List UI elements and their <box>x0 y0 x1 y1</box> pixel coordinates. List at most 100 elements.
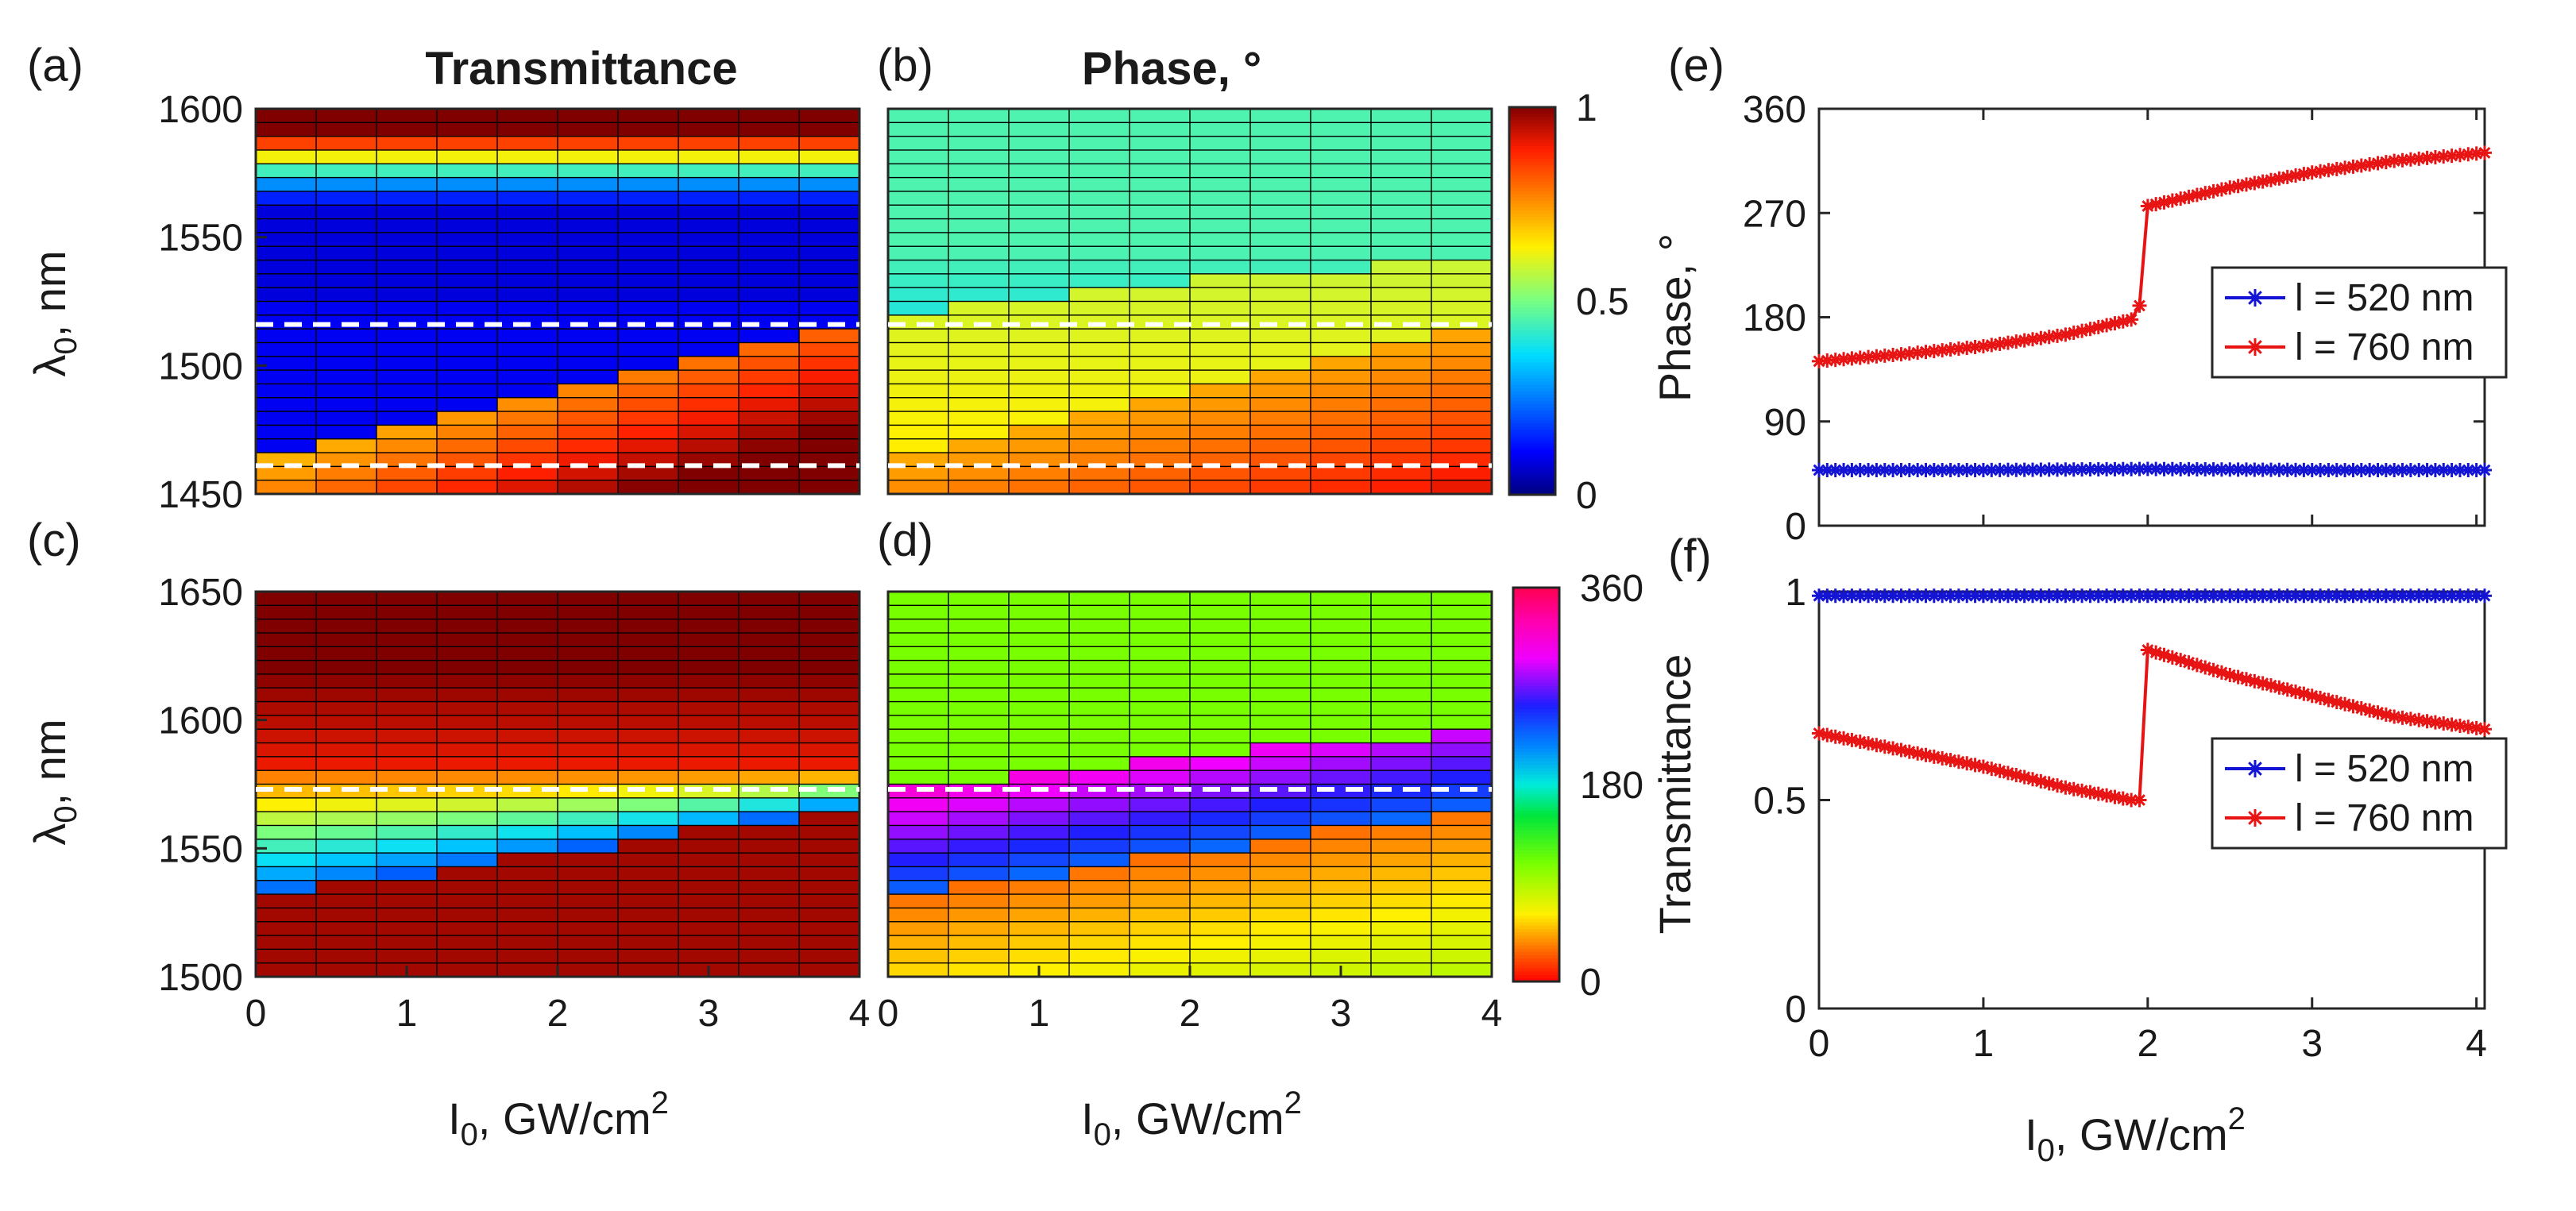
series-marker <box>1951 754 1966 769</box>
heatmap-cell <box>1431 591 1493 607</box>
heatmap-cell <box>948 135 1010 152</box>
series-marker <box>2165 588 2180 604</box>
colorbar-band <box>1509 268 1555 273</box>
colorbar-band <box>1509 449 1555 454</box>
colorbar-band <box>1513 939 1559 943</box>
heatmap-cell <box>798 465 861 481</box>
heatmap-cell <box>1129 397 1191 413</box>
series-marker <box>1812 588 1826 604</box>
panel-label-f: (f) <box>1668 530 1712 582</box>
heatmap-cell <box>1431 163 1493 179</box>
heatmap-cell <box>1068 866 1131 881</box>
series-marker <box>2280 682 2295 697</box>
heatmap-cell <box>948 893 1010 909</box>
heatmap-cell <box>315 687 378 703</box>
series-marker <box>2124 793 2139 808</box>
series-marker <box>2255 462 2270 477</box>
heatmap-cell <box>1370 218 1433 234</box>
panel-label-e: (e) <box>1668 40 1724 91</box>
heatmap-cell <box>496 893 559 909</box>
heatmap-cell <box>798 369 861 385</box>
heatmap-cell <box>678 756 740 772</box>
series-marker <box>2230 588 2246 604</box>
heatmap-cell <box>1431 424 1493 440</box>
colorbar-band <box>1513 607 1559 611</box>
colorbar-band <box>1509 152 1555 156</box>
heatmap-cell <box>887 948 950 964</box>
series-marker <box>2025 588 2040 604</box>
heatmap-cell <box>496 880 559 896</box>
heatmap-cell <box>376 149 438 165</box>
heatmap-cell <box>1249 797 1312 813</box>
heatmap-cell <box>1008 108 1071 124</box>
heatmap-cell <box>887 824 950 840</box>
heatmap-cell <box>557 245 620 261</box>
heatmap-cell <box>1068 465 1131 481</box>
heatmap-cell <box>255 465 318 481</box>
heatmap-cell <box>1310 880 1373 896</box>
heatmap-cell <box>1310 907 1373 923</box>
series-marker <box>2066 781 2081 796</box>
heatmap-cell <box>887 907 950 923</box>
heatmap-cell <box>1249 659 1312 676</box>
series-marker <box>2338 160 2353 175</box>
heatmap-cell <box>1129 341 1191 357</box>
heatmap-cell <box>557 948 620 964</box>
colorbar-band <box>1509 262 1555 267</box>
heatmap-cell <box>315 604 378 620</box>
heatmap-cell <box>948 742 1010 758</box>
heatmap-cell <box>1008 618 1071 634</box>
series-marker <box>1844 351 1860 366</box>
heatmap-cell <box>1189 397 1252 413</box>
series-marker <box>2272 462 2287 477</box>
heatmap-cell <box>1068 149 1131 165</box>
heatmap-cell <box>678 465 740 481</box>
heatmap-cell <box>887 341 950 357</box>
heatmap-cell <box>1370 245 1433 261</box>
heatmap-cell <box>1310 728 1373 744</box>
heatmap-cell <box>255 811 318 827</box>
series-marker <box>2378 588 2393 604</box>
heatmap-cell <box>798 411 861 426</box>
heatmap-cell <box>1310 204 1373 220</box>
heatmap-cell <box>887 245 950 261</box>
heatmap-cell <box>436 962 499 978</box>
series-marker <box>1984 462 1999 477</box>
colorbar-band <box>1513 666 1559 671</box>
heatmap-cell <box>315 341 378 357</box>
heatmap-cell <box>496 839 559 854</box>
series-marker <box>1910 746 1925 761</box>
colorbar-band <box>1509 391 1555 395</box>
heatmap-cell <box>496 411 559 426</box>
colorbar-band <box>1509 342 1555 347</box>
series-marker <box>2370 705 2385 720</box>
heatmap-cell <box>1310 618 1373 634</box>
heatmap-cell <box>738 273 801 289</box>
heatmap-cell <box>557 659 620 676</box>
heatmap-cell <box>315 438 378 454</box>
heatmap-cell <box>1431 604 1493 620</box>
colorbar-band <box>1513 912 1559 917</box>
heatmap-cell <box>1129 287 1191 303</box>
heatmap-cell <box>1310 591 1373 607</box>
series-marker <box>2238 177 2254 192</box>
heatmap-cell <box>887 604 950 620</box>
heatmap-cell <box>496 604 559 620</box>
colorbar-band <box>1509 345 1555 350</box>
colorbar-band <box>1513 614 1559 619</box>
colorbar-band <box>1509 294 1555 299</box>
heatmap-cell <box>1431 742 1493 758</box>
heatmap-cell <box>376 646 438 661</box>
heatmap-cell <box>1370 397 1433 413</box>
heatmap-cell <box>738 687 801 703</box>
heatmap-cell <box>738 632 801 648</box>
heatmap-cell <box>617 604 680 620</box>
series-marker <box>1836 588 1852 604</box>
heatmap-cell <box>557 259 620 276</box>
colorbar-band <box>1513 722 1559 727</box>
heatmap-cell <box>1249 411 1312 426</box>
series-marker <box>2255 174 2270 189</box>
series-marker <box>2132 588 2147 604</box>
